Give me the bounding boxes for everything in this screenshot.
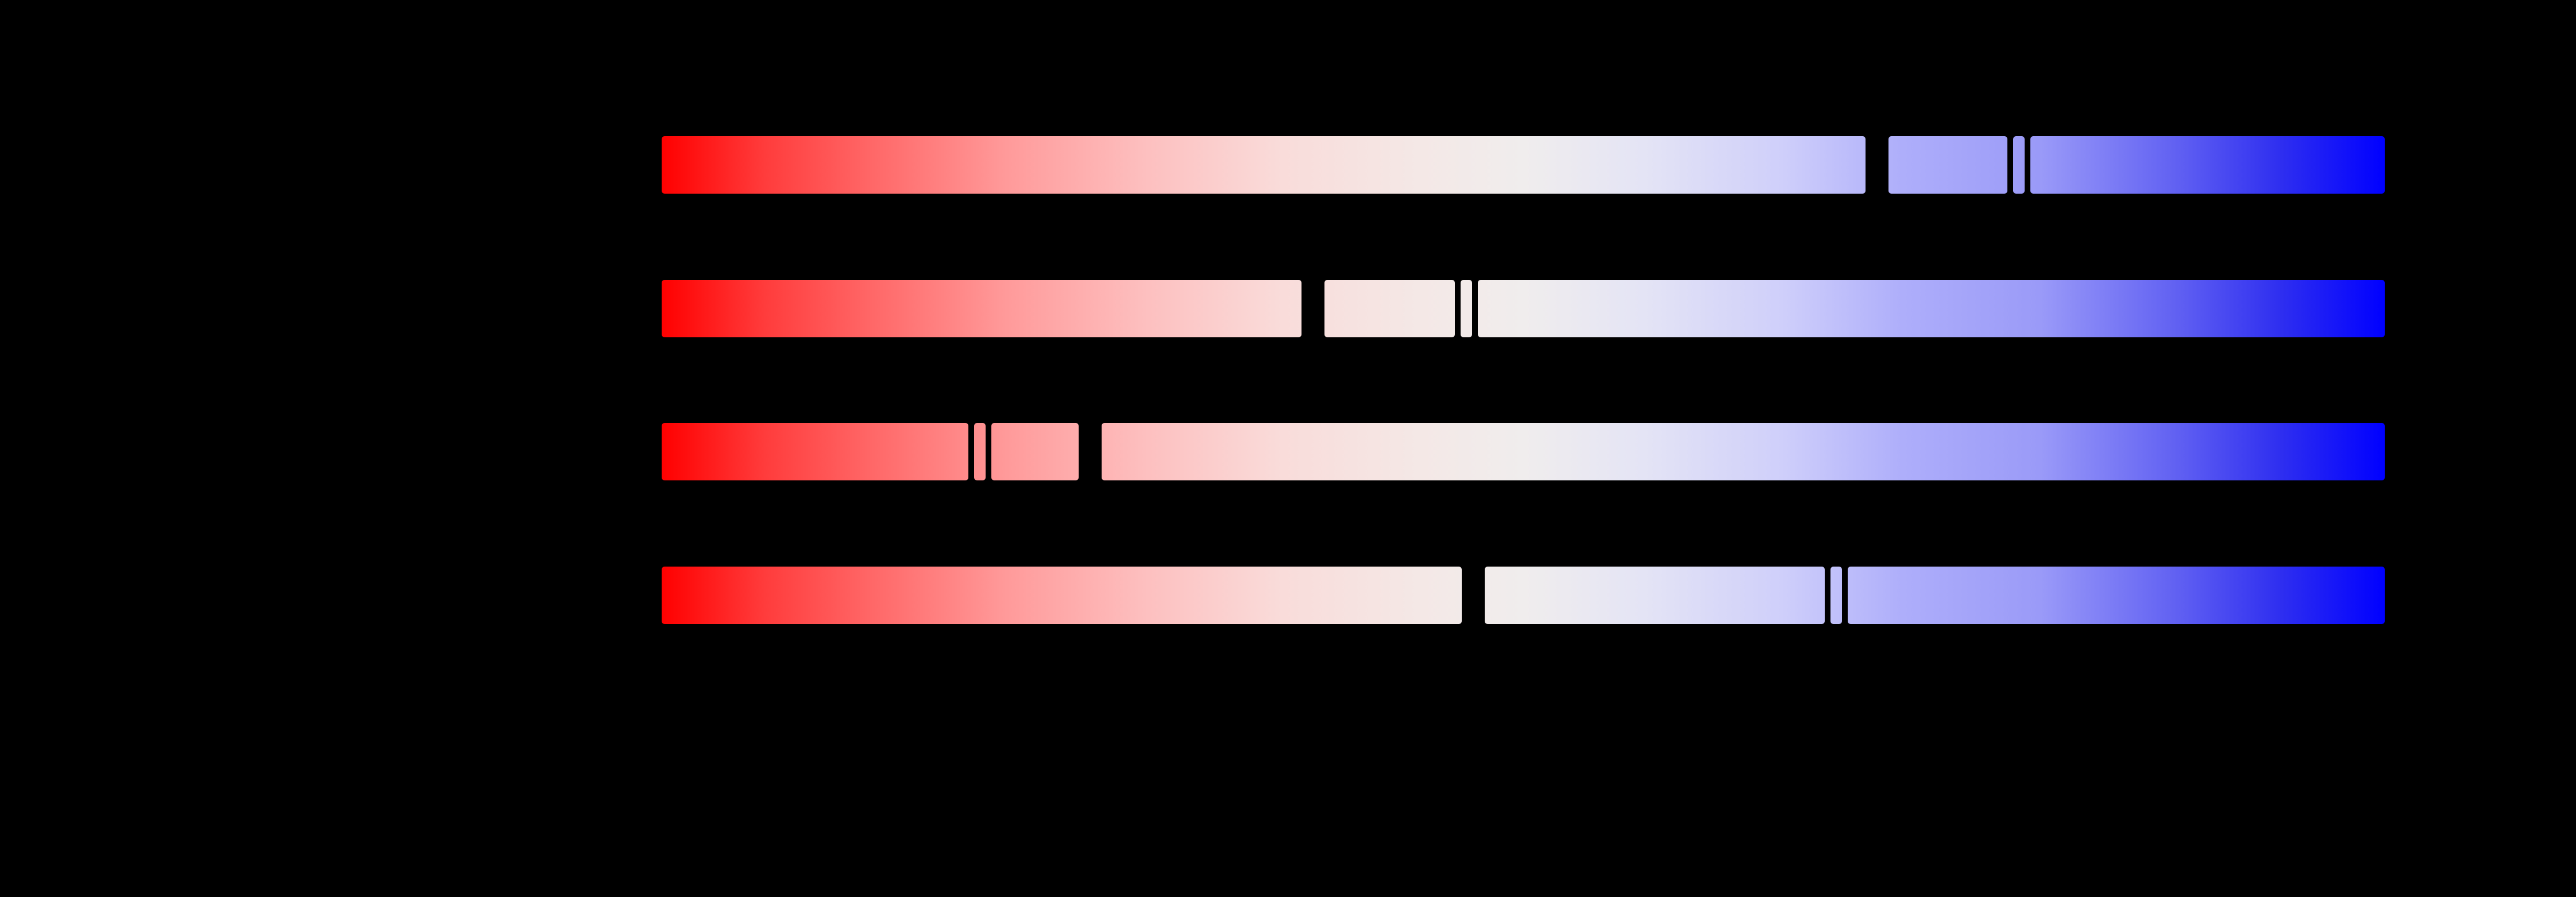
bar-segment: [1830, 567, 1842, 624]
bar-segment: [1888, 136, 2007, 194]
bar-segment: [1485, 567, 1825, 624]
bar-segment: [1848, 567, 2385, 624]
gradient-bar-4: [662, 567, 2385, 624]
gradient-bar-1: [662, 136, 2385, 194]
bar-segment: [991, 423, 1079, 480]
bar-segment: [1478, 280, 2385, 337]
bar-segment: [974, 423, 986, 480]
bar-segment: [1324, 280, 1455, 337]
bar-segment: [2030, 136, 2385, 194]
bar-segment: [662, 280, 1301, 337]
bar-segment: [662, 136, 1866, 194]
bar-segment: [2013, 136, 2025, 194]
bar-segment: [662, 567, 1462, 624]
bar-segment: [1461, 280, 1472, 337]
gradient-bar-3: [662, 423, 2385, 480]
bar-segment: [1102, 423, 2385, 480]
bar-segment: [662, 423, 968, 480]
gradient-bar-2: [662, 280, 2385, 337]
